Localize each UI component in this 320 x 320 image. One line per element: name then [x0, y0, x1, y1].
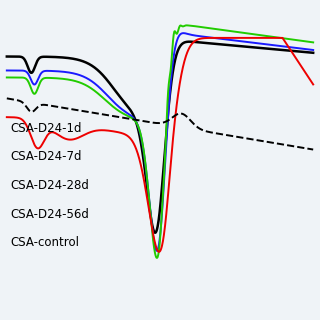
- Text: CSA-D24-1d: CSA-D24-1d: [10, 122, 82, 135]
- Text: CSA-D24-7d: CSA-D24-7d: [10, 150, 82, 164]
- Text: CSA-D24-28d: CSA-D24-28d: [10, 179, 89, 192]
- Text: CSA-control: CSA-control: [10, 236, 79, 250]
- Text: CSA-D24-56d: CSA-D24-56d: [10, 208, 89, 221]
